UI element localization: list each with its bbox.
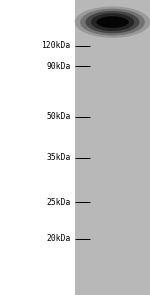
Ellipse shape [98, 16, 127, 28]
Text: 25kDa: 25kDa [46, 198, 70, 206]
Bar [75, 0, 150, 295]
Text: 50kDa: 50kDa [46, 112, 70, 121]
Ellipse shape [85, 11, 140, 33]
Text: 90kDa: 90kDa [46, 62, 70, 71]
Ellipse shape [96, 17, 129, 28]
Text: 20kDa: 20kDa [46, 235, 70, 243]
Ellipse shape [103, 18, 122, 26]
Text: 120kDa: 120kDa [41, 41, 70, 50]
Ellipse shape [75, 6, 150, 38]
Ellipse shape [80, 9, 145, 36]
Text: 35kDa: 35kDa [46, 153, 70, 162]
Ellipse shape [91, 13, 134, 31]
